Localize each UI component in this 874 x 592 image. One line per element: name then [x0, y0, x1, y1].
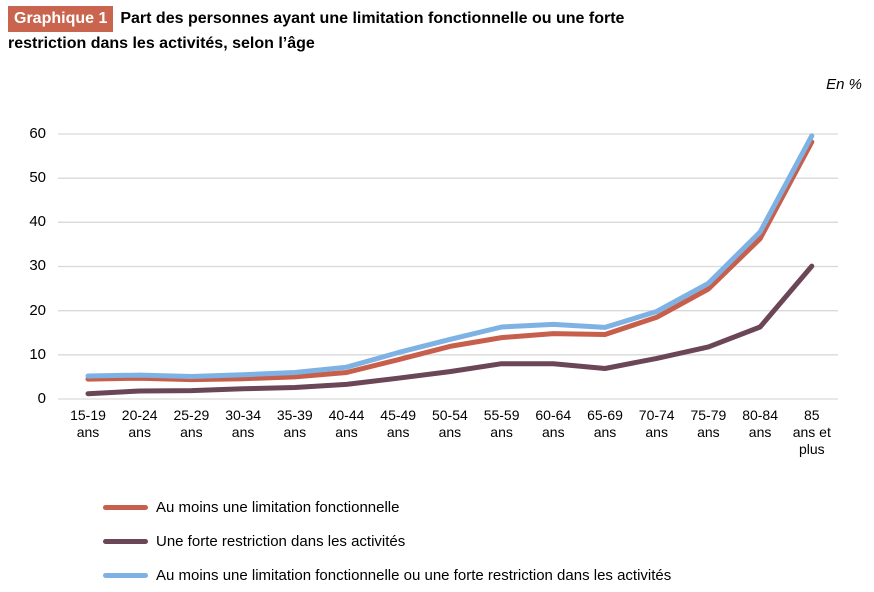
series-line-0	[85, 139, 815, 383]
x-axis-label-line: ans	[490, 424, 513, 440]
chart-title-text-2: restriction dans les activités, selon l’…	[8, 35, 315, 52]
legend-item-2: Au moins une limitation fonctionnelle ou…	[103, 564, 671, 586]
x-axis-label-line: 60-64	[535, 407, 572, 423]
legend: Au moins une limitation fonctionnelle Une…	[103, 496, 671, 592]
y-axis-label-60: 60	[29, 124, 46, 142]
x-axis-label-line: ans et	[792, 424, 831, 440]
x-axis-label-4: 35-39 ans	[266, 407, 324, 441]
x-axis-label-14: 85 ans et plus	[783, 407, 841, 458]
x-axis-label-line: 85	[804, 407, 820, 423]
legend-label: Au moins une limitation fonctionnelle	[156, 498, 400, 516]
x-axis-label-line: 30-34	[225, 407, 261, 423]
y-axis-label-0: 0	[37, 390, 46, 407]
series-line-1	[85, 263, 815, 397]
y-axis-label-30: 30	[29, 257, 46, 275]
x-axis-label-10: 65-69 ans	[576, 407, 634, 441]
x-axis-label-line: 15-19	[70, 407, 106, 423]
x-axis-label-11: 70-74 ans	[628, 407, 686, 441]
y-axis-label-50: 50	[29, 169, 46, 187]
x-axis-label-line: ans	[180, 424, 203, 440]
x-axis-label-line: ans	[76, 424, 100, 440]
x-axis-label-3: 30-34 ans	[214, 407, 272, 441]
x-axis-label-line: 80-84	[742, 407, 778, 423]
x-axis-label-2: 25-29 ans	[162, 407, 220, 441]
x-axis-label-line: 40-44	[328, 407, 365, 423]
y-axis-label-20: 20	[29, 301, 46, 319]
x-axis-label-line: ans	[748, 424, 772, 440]
unit-label: En %	[826, 76, 862, 93]
legend-item-1: Une forte restriction dans les activités	[103, 530, 671, 552]
x-axis-label-line: ans	[335, 424, 358, 440]
x-axis-label-6: 45-49 ans	[369, 407, 427, 441]
legend-label: Au moins une limitation fonctionnelle ou…	[156, 566, 672, 584]
x-axis-label-line: 25-29	[173, 407, 210, 423]
x-axis-label-13: 80-84 ans	[731, 407, 789, 441]
x-axis-label-0: 15-19 ans	[59, 407, 117, 441]
x-axis-label-line: ans	[542, 424, 565, 440]
x-axis-label-5: 40-44 ans	[318, 407, 376, 441]
x-axis-label-line: 65-69	[587, 407, 623, 423]
graphique-badge: Graphique 1	[8, 6, 114, 32]
chart-title-text-1: Part des personnes ayant une limitation …	[120, 10, 625, 27]
legend-item-0: Au moins une limitation fonctionnelle	[103, 496, 671, 518]
x-axis-label-line: ans	[593, 424, 617, 440]
x-axis-label-8: 55-59 ans	[473, 407, 531, 441]
x-axis-label-line: 45-49	[380, 407, 417, 423]
x-axis-label-1: 20-24 ans	[111, 407, 169, 441]
x-axis-label-line: 35-39	[276, 407, 313, 423]
y-axis-label-40: 40	[29, 213, 46, 231]
x-axis-label-line: 50-54	[431, 407, 468, 423]
x-axis-label-line: ans	[128, 424, 151, 440]
chart-title-line1: Graphique 1 Part des personnes ayant une …	[8, 6, 808, 32]
x-axis-label-line: 20-24	[121, 407, 158, 423]
x-axis-label-9: 60-64 ans	[524, 407, 582, 441]
x-axis-label-12: 75-79 ans	[679, 407, 737, 441]
legend-label: Une forte restriction dans les activités	[156, 532, 406, 550]
x-axis-label-line: ans	[386, 424, 410, 440]
x-axis-label-line: 70-74	[638, 407, 675, 423]
series-line-2	[85, 133, 815, 379]
x-axis-label-line: ans	[231, 424, 255, 440]
x-axis-label-line: 55-59	[483, 407, 520, 423]
x-axis-label-7: 50-54 ans	[421, 407, 479, 441]
legend-swatch-icon	[103, 538, 148, 544]
chart-title: Graphique 1 Part des personnes ayant une …	[8, 6, 808, 55]
x-axis-label-line: ans	[283, 424, 307, 440]
x-axis-label-line: plus	[798, 441, 825, 457]
x-axis-label-line: ans	[645, 424, 668, 440]
x-axis-label-line: ans	[697, 424, 720, 440]
legend-swatch-icon	[103, 572, 148, 578]
legend-swatch-icon	[103, 504, 148, 510]
x-axis-label-line: 75-79	[690, 407, 727, 423]
x-axis-label-line: ans	[438, 424, 462, 440]
y-axis-label-10: 10	[29, 345, 46, 363]
